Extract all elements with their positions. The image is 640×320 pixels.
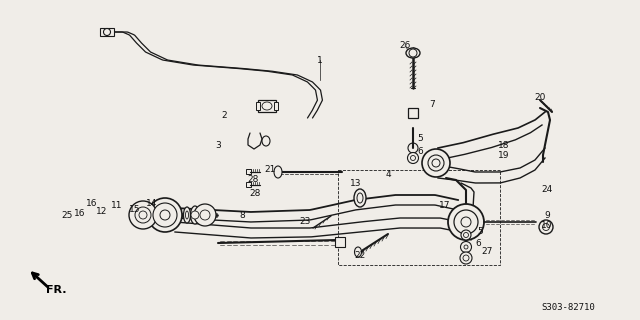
Text: 3: 3 <box>215 140 221 149</box>
Circle shape <box>539 220 553 234</box>
Text: 23: 23 <box>300 218 310 227</box>
Text: 7: 7 <box>429 100 435 108</box>
Text: FR.: FR. <box>46 285 67 295</box>
Text: 16: 16 <box>74 210 86 219</box>
Text: 1: 1 <box>317 55 323 65</box>
Ellipse shape <box>274 166 282 178</box>
Text: 28: 28 <box>247 174 259 183</box>
Bar <box>258 100 276 112</box>
Bar <box>338 170 500 265</box>
Ellipse shape <box>355 247 362 257</box>
Text: 27: 27 <box>481 246 493 255</box>
Ellipse shape <box>262 136 270 146</box>
Text: 25: 25 <box>61 211 73 220</box>
Text: 17: 17 <box>439 201 451 210</box>
Text: 22: 22 <box>355 251 365 260</box>
Circle shape <box>153 203 177 227</box>
Ellipse shape <box>354 189 366 207</box>
Text: 2: 2 <box>221 110 227 119</box>
Bar <box>408 108 418 118</box>
Bar <box>335 237 345 247</box>
Ellipse shape <box>191 206 200 224</box>
Circle shape <box>448 204 484 240</box>
Text: 13: 13 <box>350 179 362 188</box>
Text: 12: 12 <box>96 206 108 215</box>
Circle shape <box>464 245 468 249</box>
Circle shape <box>432 159 440 167</box>
Circle shape <box>129 201 157 229</box>
Ellipse shape <box>184 207 191 223</box>
Circle shape <box>461 242 472 252</box>
Circle shape <box>104 28 111 36</box>
Text: 19: 19 <box>499 150 509 159</box>
Ellipse shape <box>406 48 420 58</box>
Text: 26: 26 <box>399 41 411 50</box>
Circle shape <box>428 155 444 171</box>
Text: S303-82710: S303-82710 <box>541 303 595 313</box>
Bar <box>246 169 251 174</box>
Text: 8: 8 <box>239 211 245 220</box>
Circle shape <box>408 153 419 164</box>
Bar <box>246 182 251 187</box>
Circle shape <box>408 143 418 153</box>
Text: 4: 4 <box>385 170 391 179</box>
Ellipse shape <box>357 193 363 203</box>
Bar <box>100 28 114 36</box>
Bar <box>256 102 260 110</box>
Circle shape <box>422 149 450 177</box>
Text: 28: 28 <box>250 189 260 198</box>
Circle shape <box>463 233 468 237</box>
Circle shape <box>461 230 471 240</box>
Circle shape <box>160 210 170 220</box>
Text: 5: 5 <box>477 228 483 236</box>
Circle shape <box>454 210 478 234</box>
Circle shape <box>543 223 550 230</box>
Text: 21: 21 <box>264 164 276 173</box>
Ellipse shape <box>186 211 189 219</box>
Text: 10: 10 <box>541 221 553 230</box>
Circle shape <box>194 204 216 226</box>
Text: 16: 16 <box>86 198 98 207</box>
Circle shape <box>461 217 471 227</box>
Text: 20: 20 <box>534 92 546 101</box>
Text: 24: 24 <box>541 185 552 194</box>
Text: 14: 14 <box>147 198 157 207</box>
Circle shape <box>135 207 151 223</box>
Circle shape <box>191 211 199 219</box>
Circle shape <box>409 49 417 57</box>
Circle shape <box>139 211 147 219</box>
Text: 6: 6 <box>417 147 423 156</box>
Circle shape <box>463 255 469 261</box>
Bar <box>274 102 278 110</box>
Text: 18: 18 <box>499 140 509 149</box>
Circle shape <box>460 252 472 264</box>
Circle shape <box>148 198 182 232</box>
Circle shape <box>410 156 415 161</box>
Circle shape <box>200 210 210 220</box>
Text: 9: 9 <box>544 212 550 220</box>
Text: 6: 6 <box>475 239 481 249</box>
Text: 15: 15 <box>129 205 141 214</box>
Text: 5: 5 <box>417 133 423 142</box>
Text: 11: 11 <box>111 202 123 211</box>
